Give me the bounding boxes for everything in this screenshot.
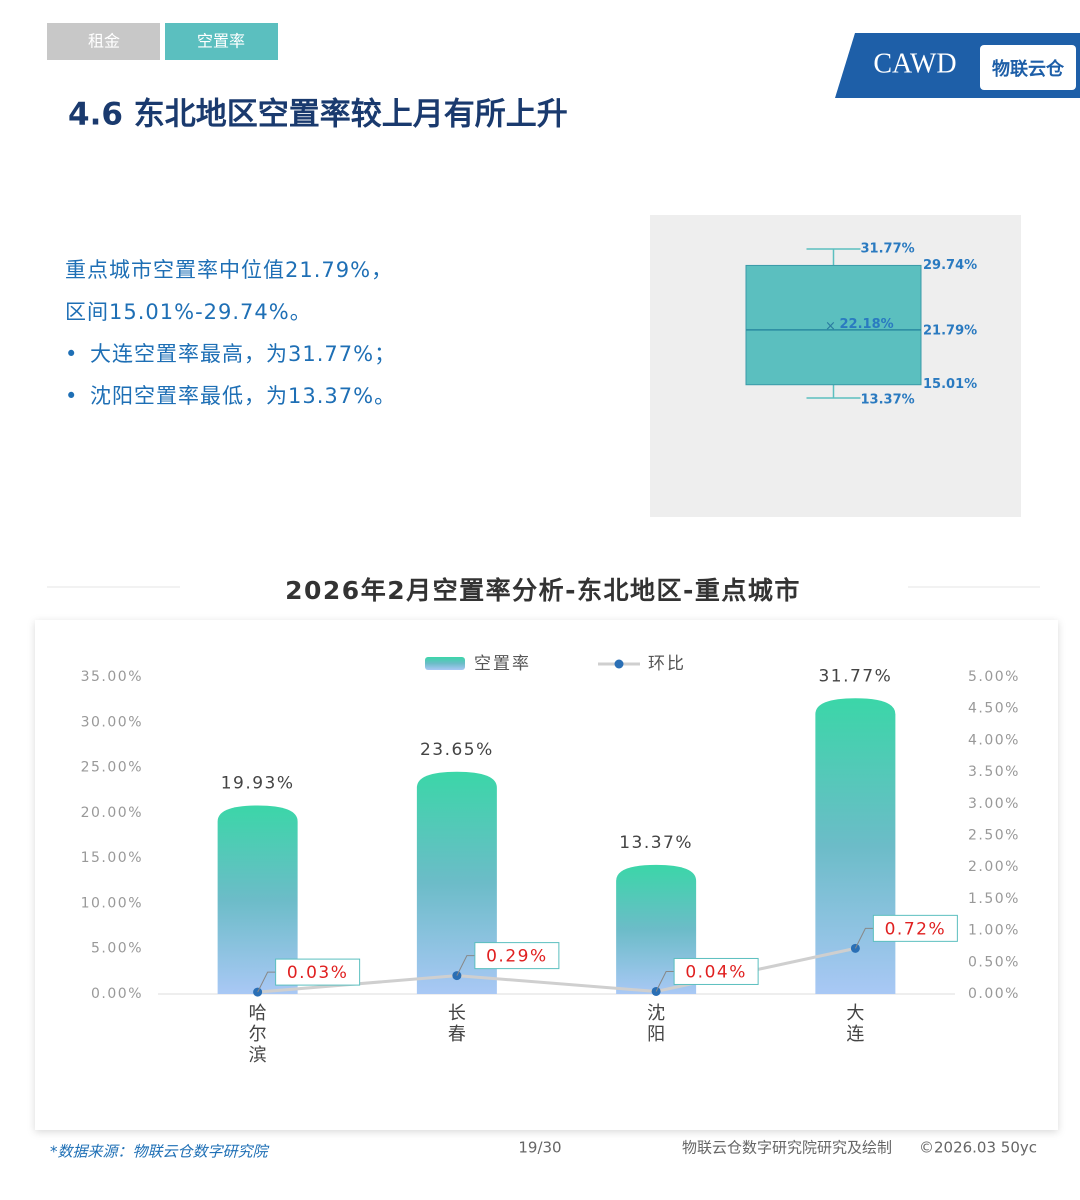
y-tick-label: 35.00% — [81, 669, 143, 685]
page-number: 19/30 — [518, 1139, 561, 1157]
point-label: 0.03% — [287, 963, 349, 983]
tab[interactable] — [165, 23, 278, 60]
logo-name: CAWD — [873, 48, 956, 79]
x-tick-label: 哈尔滨 — [249, 1003, 267, 1066]
box-label: 22.18% — [840, 317, 894, 332]
bullet-dot: • — [65, 384, 78, 408]
bullet: 沈阳空置率最低，为13.37%。 — [90, 384, 396, 408]
box-label: 29.74% — [923, 258, 977, 273]
y-tick-label: 0.00% — [91, 986, 143, 1002]
y2-tick-label: 3.00% — [968, 796, 1020, 812]
source: *数据来源：物联云仓数字研究院 — [50, 1143, 270, 1161]
bar — [416, 771, 497, 994]
legend-label: 环比 — [648, 654, 686, 674]
y-tick-label: 5.00% — [91, 941, 143, 957]
y-tick-label: 10.00% — [81, 895, 143, 911]
y2-tick-label: 1.50% — [968, 891, 1020, 907]
point-label: 0.72% — [885, 919, 947, 939]
y2-tick-label: 0.00% — [968, 986, 1020, 1002]
y2-tick-label: 4.50% — [968, 701, 1020, 717]
box-label: 13.37% — [861, 393, 915, 408]
y2-tick-label: 5.00% — [968, 669, 1020, 685]
bar — [217, 805, 298, 994]
leader — [854, 927, 874, 949]
y2-tick-label: 2.00% — [968, 859, 1020, 875]
x-tick-label: 沈阳 — [647, 1003, 665, 1045]
y2-tick-label: 2.50% — [968, 828, 1020, 844]
y2-tick-label: 0.50% — [968, 954, 1020, 970]
legend-label: 空置率 — [474, 654, 531, 674]
leader — [456, 955, 475, 976]
x-tick-label: 长春 — [448, 1003, 466, 1045]
tab[interactable] — [47, 23, 160, 60]
bar-label: 23.65% — [420, 740, 494, 760]
logo-box — [980, 45, 1076, 90]
y-tick-label: 15.00% — [81, 850, 143, 866]
tab-label[interactable]: 空置率 — [197, 32, 245, 51]
bar-label: 31.77% — [818, 666, 892, 686]
page-title: 4.6 东北地区空置率较上月有所上升 — [68, 97, 568, 133]
summary: 重点城市空置率中位值21.79%， — [65, 258, 393, 282]
bar-label: 13.37% — [619, 833, 693, 853]
tab-label[interactable]: 租金 — [88, 32, 120, 51]
logo-brand: 物联云仓 — [992, 58, 1065, 80]
legend-swatch — [425, 657, 465, 670]
box-label: 15.01% — [923, 377, 977, 392]
point-label-box — [673, 957, 759, 985]
chart-card — [35, 620, 1058, 1130]
copyright: ©2026.03 50yc — [919, 1139, 1037, 1157]
box-label: 21.79% — [923, 323, 977, 338]
y-tick-label: 20.00% — [81, 805, 143, 821]
y2-tick-label: 4.00% — [968, 732, 1020, 748]
y-tick-label: 30.00% — [81, 714, 143, 730]
bullet-dot: • — [65, 342, 78, 366]
chart-title-bg — [180, 566, 908, 614]
point-label-box — [872, 914, 958, 942]
y-tick-label: 25.00% — [81, 760, 143, 776]
x-tick-label: 大连 — [846, 1003, 864, 1045]
y2-tick-label: 3.50% — [968, 764, 1020, 780]
point-label-box — [275, 958, 361, 986]
point-label: 0.29% — [486, 947, 548, 967]
bullet: 大连空置率最高，为31.77%； — [90, 342, 396, 366]
summary: 区间15.01%-29.74%。 — [65, 300, 312, 324]
credit: 物联云仓数字研究院研究及绘制 — [682, 1139, 892, 1157]
mean-marker: × — [825, 319, 836, 334]
box — [745, 264, 922, 386]
box-label: 31.77% — [861, 242, 915, 257]
chart-title: 2026年2月空置率分析-东北地区-重点城市 — [285, 576, 801, 605]
y2-tick-label: 1.00% — [968, 923, 1020, 939]
point-label-box — [474, 942, 560, 970]
leader — [257, 971, 276, 993]
leader — [655, 970, 675, 992]
bar-label: 19.93% — [221, 773, 295, 793]
point-label: 0.04% — [685, 962, 747, 982]
legend-dot — [614, 659, 624, 669]
